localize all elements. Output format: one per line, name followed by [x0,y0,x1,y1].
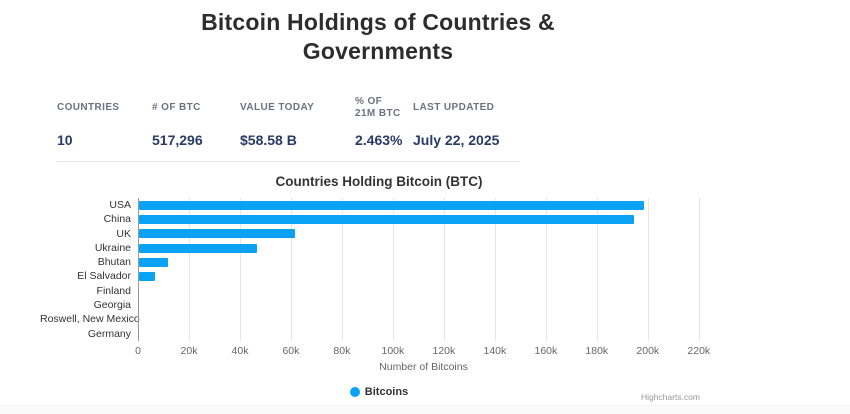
x-tick-label: 220k [687,345,711,357]
legend-label: Bitcoins [364,386,409,398]
chart-bar-row [139,327,710,341]
bar-uk[interactable] [139,229,296,239]
x-tick-label: 60k [282,345,300,357]
category-label: Roswell, New Mexico [40,313,140,326]
x-tick-label: 0 [135,345,141,357]
x-tick-label: 100k [381,345,405,357]
chart-bar-row [139,312,710,326]
x-tick-label: 80k [333,345,351,357]
category-label: China [103,213,131,226]
x-tick-label: 20k [180,345,198,357]
bar-china[interactable] [139,214,634,224]
bar-el-salvador[interactable] [139,272,155,282]
category-labels: USA China UK Ukraine Bhutan El Salvador Finlan… [40,198,140,341]
highcharts-credit-link[interactable]: Highcharts.com [640,392,700,402]
plot-area [138,198,710,341]
footer-band [0,405,850,414]
x-tick-label: 40k [231,345,249,357]
x-tick-label: 180k [585,345,609,357]
category-label: USA [109,199,131,211]
bar-bhutan[interactable] [139,257,169,267]
plot-wrap: USA China UK Ukraine Bhutan El Salvador Finlan… [40,198,718,341]
stats-table: Countries # of BTC Value Today % of 21m … [57,96,520,162]
chart-bar-row [139,227,710,241]
bar-usa[interactable] [139,200,644,210]
stats-value-value-today: $58.58 B [240,132,297,148]
stats-header-btc: # of BTC [152,102,201,113]
chart-title: Countries Holding Bitcoin (BTC) [275,174,483,189]
legend-item-bitcoins[interactable]: Bitcoins [349,386,409,398]
category-label: UK [116,227,131,240]
category-label: Georgia [93,299,131,312]
category-label: Finland [96,284,131,297]
chart-bar-row [139,298,710,312]
bar-chart: Countries Holding Bitcoin (BTC) USA China… [40,166,718,402]
x-axis-title: Number of Bitcoins [379,361,468,373]
stats-header-pct-21m: % of 21m BTC [355,96,401,119]
stats-value-pct-21m: 2.463% [355,132,403,148]
stats-value-row: 10 517,296 $58.58 B 2.463% July 22, 2025 [57,132,520,162]
stats-value-btc: 517,296 [152,132,203,148]
stats-value-countries: 10 [57,132,73,148]
stats-header-last-updated: Last Updated [413,102,495,113]
chart-bar-row [139,255,710,269]
category-label: Germany [87,327,131,340]
x-tick-label: 120k [432,345,456,357]
category-label: El Salvador [77,270,131,283]
x-tick-label: 200k [636,345,660,357]
legend: Bitcoins [40,384,718,402]
stats-value-last-updated: July 22, 2025 [413,132,500,148]
legend-marker-icon [349,387,360,397]
chart-bar-row [139,269,710,283]
chart-bar-row [139,198,710,212]
page-title-text: Bitcoin Holdings of Countries & Governme… [201,9,555,64]
x-tick-label: 140k [483,345,507,357]
bar-ukraine[interactable] [139,243,258,253]
x-tick-label: 160k [534,345,558,357]
chart-bar-row [139,284,710,298]
page-title: Bitcoin Holdings of Countries & Governme… [0,8,756,66]
chart-bar-row [139,241,710,255]
chart-bar-row [139,212,710,226]
stats-header-value-today: Value Today [240,102,315,113]
x-axis-ticks: 0 20k 40k 60k 80k 100k 120k 140k 160k 180k 200k 220… [135,345,710,358]
category-label: Ukraine [94,241,131,254]
stats-header-row: Countries # of BTC Value Today % of 21m … [57,96,520,120]
stats-header-countries: Countries [57,102,120,113]
category-label: Bhutan [97,256,131,269]
